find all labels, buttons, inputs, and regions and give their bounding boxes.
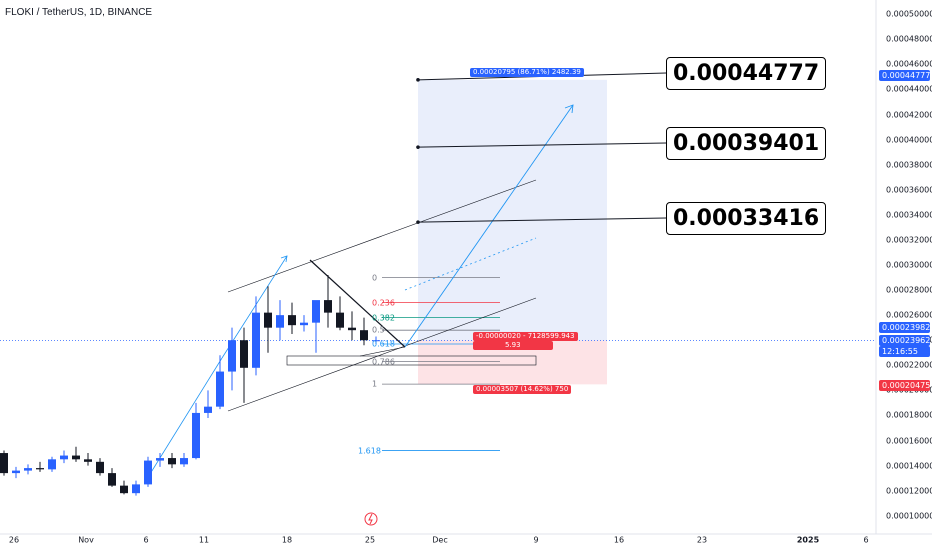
y-tick-label: 0.00048000 xyxy=(886,34,932,44)
price-axis-tag: 0.00044777 xyxy=(879,70,930,81)
target-connector-line xyxy=(417,142,667,148)
candle-body xyxy=(96,461,104,474)
fib-level-label: 0.236 xyxy=(372,298,395,308)
fib-level-label: 0.786 xyxy=(372,357,395,367)
y-tick-label: 0.00012000 xyxy=(886,486,932,496)
y-tick-label: 0.00040000 xyxy=(886,135,932,145)
channel-upper-line xyxy=(227,179,537,293)
candle-body xyxy=(132,484,140,494)
pullback-line xyxy=(309,259,406,348)
x-tick-label: 25 xyxy=(364,535,376,545)
candle-body xyxy=(336,312,344,328)
target-price-box: 0.00044777 xyxy=(666,57,827,90)
y-tick-label: 0.00014000 xyxy=(886,461,932,471)
x-tick-label: 26 xyxy=(8,535,20,545)
y-tick-label: 0.00028000 xyxy=(886,285,932,295)
candle-body xyxy=(252,312,260,368)
candle-body xyxy=(108,473,116,486)
y-tick-label: 0.00042000 xyxy=(886,110,932,120)
candle-body xyxy=(144,460,152,485)
fib-level-label: 0.618 xyxy=(372,339,395,349)
fib-level-label: 0.5 xyxy=(372,325,385,335)
position-entry-sublabel: 5.93 xyxy=(473,341,553,351)
x-tick-label: Dec xyxy=(432,535,448,545)
candle-body xyxy=(12,470,20,474)
price-axis-tag: 0.00020475 xyxy=(879,380,930,391)
candle-body xyxy=(60,455,68,460)
x-tick-label: 6 xyxy=(863,535,869,545)
impulse-arrow-head xyxy=(280,255,288,263)
candle-body xyxy=(84,459,92,462)
position-target-label: 0.00020795 (86.71%) 2482.39 xyxy=(470,67,584,77)
candle-body xyxy=(360,330,368,341)
target-connector-line xyxy=(417,217,667,223)
support-box xyxy=(286,355,537,366)
price-axis-tag: 0.00023962 xyxy=(879,335,930,346)
target-price-box: 0.00033416 xyxy=(666,202,827,235)
y-tick-label: 0.00044000 xyxy=(886,84,932,94)
y-tick-label: 0.00036000 xyxy=(886,185,932,195)
candle-body xyxy=(36,468,44,470)
projection-arrow-head xyxy=(564,104,574,114)
x-tick-label: 18 xyxy=(281,535,293,545)
y-tick-label: 0.00030000 xyxy=(886,260,932,270)
target-price-box: 0.00039401 xyxy=(666,127,827,160)
fib-level-label: 1 xyxy=(372,379,378,389)
candle-body xyxy=(228,340,236,372)
channel-lower-line xyxy=(227,297,537,412)
x-tick-label: 11 xyxy=(198,535,210,545)
x-tick-label: 16 xyxy=(613,535,625,545)
x-tick-label: 6 xyxy=(143,535,149,545)
candle-body xyxy=(372,340,380,342)
x-tick-label: 23 xyxy=(696,535,708,545)
position-stop-label: 0.00003507 (14.62%) 750 xyxy=(473,385,572,395)
price-axis-tag: 0.00023982 xyxy=(879,322,930,333)
fib-level-label: 0 xyxy=(372,273,378,283)
position-entry-label: -0.00000020 - 7128599.943 xyxy=(473,332,578,342)
candle-body xyxy=(168,458,176,465)
y-tick-label: 0.00022000 xyxy=(886,360,932,370)
y-tick-label: 0.00032000 xyxy=(886,235,932,245)
y-tick-label: 0.00026000 xyxy=(886,310,932,320)
fib-level-label: 0.382 xyxy=(372,313,395,323)
impulse-line xyxy=(149,357,223,475)
candle-body xyxy=(348,327,356,331)
candle-body xyxy=(276,315,284,328)
y-tick-label: 0.00010000 xyxy=(886,511,932,521)
price-axis-tag: 12:16:55 xyxy=(879,346,930,357)
pivot-line xyxy=(359,346,406,357)
candle-body xyxy=(48,459,56,470)
candle-body xyxy=(24,468,32,471)
y-tick-label: 0.00016000 xyxy=(886,436,932,445)
fib-level-label: 1.618 xyxy=(358,446,381,456)
candle-body xyxy=(180,458,188,465)
candle-body xyxy=(0,453,8,474)
candle-body xyxy=(192,412,200,459)
candle-body xyxy=(72,455,80,460)
candle-body xyxy=(264,312,272,328)
x-tick-label: Nov xyxy=(78,535,94,545)
candle-body xyxy=(156,458,164,461)
symbol-title: FLOKI / TetherUS, 1D, BINANCE xyxy=(5,7,153,18)
channel-mid-dotted-line xyxy=(404,237,537,291)
y-tick-label: 0.00050000 xyxy=(886,9,932,19)
candle-body xyxy=(324,300,332,313)
candle-body xyxy=(288,315,296,326)
candle-body xyxy=(300,322,308,326)
y-tick-label: 0.00034000 xyxy=(886,210,932,220)
candle-body xyxy=(204,406,212,413)
lightning-icon xyxy=(364,512,378,526)
target-zone xyxy=(418,79,607,341)
y-tick-label: 0.00038000 xyxy=(886,160,932,170)
candle-body xyxy=(312,300,320,323)
lightning-icon xyxy=(368,513,373,525)
y-tick-label: 0.00018000 xyxy=(886,410,932,420)
candle-body xyxy=(216,371,224,407)
candle-body xyxy=(240,340,248,368)
x-tick-label: 9 xyxy=(533,535,539,545)
candle-body xyxy=(120,485,128,494)
y-tick-label: 0.00046000 xyxy=(886,59,932,69)
x-tick-label: 2025 xyxy=(796,535,820,545)
